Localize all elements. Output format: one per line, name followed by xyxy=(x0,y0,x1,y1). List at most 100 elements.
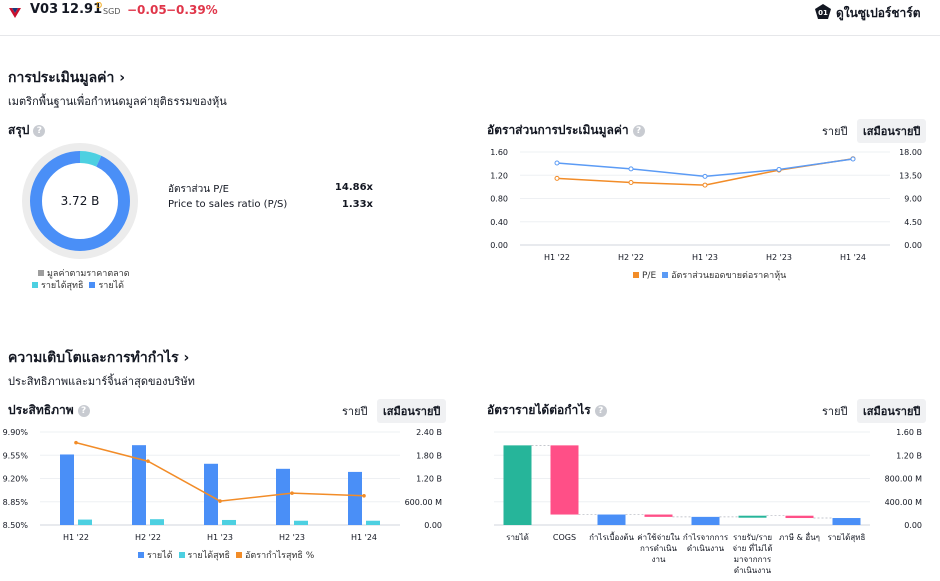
revenue-to-profit-title: อัตรารายได้ต่อกำไร? xyxy=(487,401,607,420)
y-right-tick: 400.00 M xyxy=(885,498,923,507)
net-margin-point xyxy=(290,491,294,495)
x-tick: H1 '24 xyxy=(351,533,377,542)
price-delayed-flag: D xyxy=(96,1,103,10)
help-icon[interactable]: ? xyxy=(594,405,607,417)
help-icon[interactable]: ? xyxy=(77,405,90,417)
revenue-to-profit-tabs: รายปี เสมือนรายปี xyxy=(816,399,927,423)
efficiency-tabs: รายปี เสมือนรายปี xyxy=(336,399,447,423)
supercharts-icon[interactable]: 01 xyxy=(814,3,832,21)
help-icon[interactable]: ? xyxy=(33,125,46,137)
data-point xyxy=(702,182,708,188)
y-right-tick: 600.00 M xyxy=(405,498,443,507)
legend-market-cap: มูลค่าตามราคาตลาด xyxy=(47,269,130,279)
data-point xyxy=(554,175,560,181)
tab-annual[interactable]: รายปี xyxy=(342,405,368,418)
x-tick: รายได้สุทธิ xyxy=(828,533,866,542)
series-line xyxy=(556,157,854,186)
data-point xyxy=(776,166,782,172)
efficiency-legend: รายได้ รายได้สุทธิ อัตรากำไรสุทธิ % xyxy=(132,548,314,562)
net-margin-point xyxy=(218,499,222,503)
net-income-bar xyxy=(222,519,236,525)
market-cap-ring xyxy=(22,143,138,259)
waterfall-bar xyxy=(785,515,814,519)
pe-ratio-row: อัตราส่วน P/E 14.86x xyxy=(168,182,373,197)
summary-legend-row2: รายได้สุทธิ รายได้ xyxy=(26,278,124,292)
tab-ttm[interactable]: เสมือนรายปี xyxy=(857,119,927,143)
y-left-tick: 9.90% xyxy=(3,428,29,437)
y-left-tick: 0.40 xyxy=(490,218,508,227)
data-point xyxy=(850,156,856,162)
valuation-section-title[interactable]: การประเมินมูลค่า › xyxy=(8,70,126,86)
y-right-tick: 0.00 xyxy=(424,521,442,530)
y-right-tick: 0.00 xyxy=(904,241,922,250)
help-icon[interactable]: ? xyxy=(632,125,645,137)
net-income-bar xyxy=(294,520,308,525)
data-point xyxy=(628,179,634,185)
legend-pe: P/E xyxy=(642,271,657,281)
data-point xyxy=(628,166,634,172)
supercharts-badge: 01 xyxy=(818,9,828,17)
valuation-section-subtitle: เมตริกพื้นฐานเพื่อกำหนดมูลค่ายุติธรรมของ… xyxy=(8,95,227,108)
valuation-ratios-title: อัตราส่วนการประเมินมูลค่า? xyxy=(487,121,645,140)
x-tick: กำไรจากการดำเนินงาน xyxy=(683,533,729,553)
y-left-tick: 8.85% xyxy=(3,498,29,507)
revenue-bar xyxy=(276,468,290,525)
data-point xyxy=(554,160,560,166)
efficiency-title: ประสิทธิภาพ? xyxy=(8,401,90,420)
tab-ttm[interactable]: เสมือนรายปี xyxy=(857,399,927,423)
x-tick: H2 '22 xyxy=(135,533,161,542)
x-tick: H1 '23 xyxy=(692,253,718,262)
y-left-tick: 9.55% xyxy=(3,451,29,460)
ticker-symbol: V03 xyxy=(30,2,59,17)
waterfall-bar xyxy=(738,515,767,518)
waterfall-bar xyxy=(691,516,720,525)
y-right-tick: 1.20 B xyxy=(896,451,922,460)
net-margin-point xyxy=(74,440,78,445)
x-tick: กำไรเบื้องต้น xyxy=(589,531,634,542)
growth-section-subtitle: ประสิทธิภาพและมาร์จิ้นล่าสุดของบริษัท xyxy=(8,375,195,388)
y-left-tick: 9.20% xyxy=(3,475,29,484)
net-margin-line xyxy=(75,441,365,502)
growth-section-title[interactable]: ความเติบโตและการทำกำไร › xyxy=(8,350,190,366)
x-tick: ภาษี & อื่นๆ xyxy=(779,531,820,542)
ps-ratio-value: 1.33x xyxy=(341,199,373,210)
market-cap-donut: 3.72 B xyxy=(22,143,138,259)
waterfall-bar xyxy=(597,514,626,525)
revenue-bar xyxy=(60,454,74,525)
efficiency-chart: 9.90% 2.40 B 9.55% 1.80 B 9.20% 1.20 B 8.85% 60… xyxy=(3,428,443,542)
tab-ttm[interactable]: เสมือนรายปี xyxy=(377,399,447,423)
last-price: 12.91 xyxy=(61,2,103,17)
legend-net-margin: อัตรากำไรสุทธิ % xyxy=(245,551,315,561)
y-left-tick: 0.00 xyxy=(490,241,508,250)
valuation-ratios-chart: 1.60 18.00 1.20 13.50 0.80 9.00 0.40 4.50 0.00 0.… xyxy=(490,148,922,262)
revenue-to-profit-chart: 1.60 B 1.20 B 800.00 M 400.00 M 0.00 รายได้ CO… xyxy=(494,428,923,575)
donut-center-value: 3.72 B xyxy=(61,194,100,208)
y-left-tick: 1.20 xyxy=(490,171,508,180)
legend-revenue: รายได้ xyxy=(147,551,173,561)
y-right-tick: 1.80 B xyxy=(416,451,442,460)
net-income-bar xyxy=(366,520,380,525)
valuation-ratios-legend: P/E อัตราส่วนยอดขายต่อราคาหุ้น xyxy=(627,268,786,282)
waterfall-bar xyxy=(832,518,861,525)
series-line xyxy=(556,158,854,178)
legend-net-income: รายได้สุทธิ xyxy=(187,551,230,561)
net-income-bar xyxy=(78,519,92,525)
ps-ratio-row: Price to sales ratio (P/S) 1.33x xyxy=(168,199,373,210)
y-left-tick: 1.60 xyxy=(490,148,508,157)
revenue-bar xyxy=(348,471,362,525)
waterfall-bar xyxy=(644,514,673,517)
x-tick: H2 '22 xyxy=(618,253,644,262)
view-in-supercharts-link[interactable]: ดูในซูเปอร์ชาร์ต xyxy=(836,6,921,20)
net-margin-point xyxy=(146,459,150,464)
x-tick: H2 '23 xyxy=(766,253,792,262)
legend-revenue: รายได้ xyxy=(98,281,124,291)
price-change: −0.05 xyxy=(127,3,167,17)
tab-annual[interactable]: รายปี xyxy=(822,125,848,138)
x-tick: H1 '23 xyxy=(207,533,233,542)
currency-label: SGD xyxy=(103,7,121,16)
x-tick: H1 '22 xyxy=(63,533,89,542)
tab-annual[interactable]: รายปี xyxy=(822,405,848,418)
y-right-tick: 18.00 xyxy=(899,148,922,157)
company-logo-icon xyxy=(9,8,21,18)
top-bar: V03 12.91 D SGD −0.05 −0.39% 01 ดูในซูเป… xyxy=(0,0,940,36)
